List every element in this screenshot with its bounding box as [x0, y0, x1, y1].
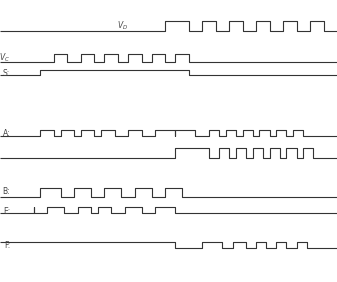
Text: $V_D$: $V_D$: [117, 20, 128, 32]
Text: A:: A:: [2, 129, 10, 138]
Text: B:: B:: [2, 188, 10, 197]
Text: E:: E:: [3, 206, 10, 215]
Text: $V_C$: $V_C$: [0, 52, 10, 64]
Text: F:: F:: [4, 241, 10, 250]
Text: S:: S:: [3, 69, 10, 78]
